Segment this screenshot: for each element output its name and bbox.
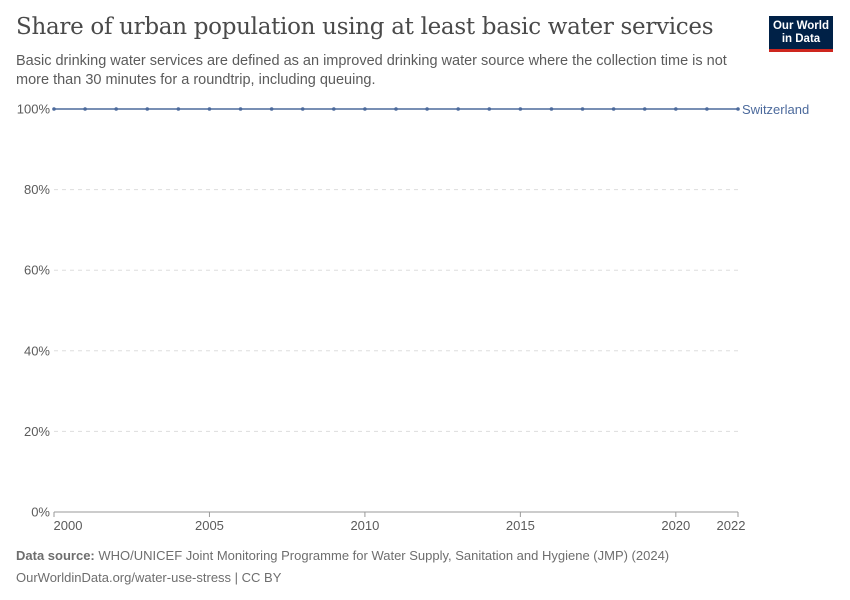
data-point — [238, 107, 243, 111]
data-point — [549, 107, 554, 111]
source-label: Data source: — [16, 548, 95, 563]
data-point — [394, 107, 398, 111]
data-point — [332, 107, 336, 111]
footer-url[interactable]: OurWorldinData.org/water-use-stress | CC… — [16, 570, 282, 585]
data-point — [580, 107, 585, 111]
y-tick-label: 40% — [24, 343, 50, 358]
x-tick-label: 2022 — [717, 518, 746, 533]
chart-subtitle: Basic drinking water services are define… — [16, 53, 727, 88]
y-tick-label: 0% — [31, 505, 50, 520]
data-point — [83, 107, 87, 111]
data-point — [269, 107, 274, 111]
data-point — [736, 107, 740, 111]
x-tick-label: 2005 — [195, 518, 224, 533]
data-point — [674, 107, 678, 111]
data-point — [456, 107, 460, 111]
data-point — [642, 107, 647, 111]
y-tick-label: 100% — [17, 102, 51, 117]
data-point — [114, 107, 118, 111]
data-point — [705, 107, 709, 111]
y-tick-label: 80% — [24, 182, 50, 197]
data-source: Data source: WHO/UNICEF Joint Monitoring… — [16, 548, 669, 563]
owid-logo[interactable]: Our World in Data — [769, 16, 833, 52]
chart-title: Share of urban population using at least… — [16, 14, 714, 40]
source-text[interactable]: WHO/UNICEF Joint Monitoring Programme fo… — [98, 548, 670, 563]
data-point — [518, 107, 523, 111]
y-tick-label: 20% — [24, 424, 50, 439]
data-point — [487, 107, 492, 111]
data-point — [207, 107, 212, 111]
x-tick-label: 2000 — [54, 518, 83, 533]
data-point — [300, 107, 305, 111]
data-point — [52, 107, 56, 111]
data-point — [611, 107, 616, 111]
x-tick-label: 2015 — [506, 518, 535, 533]
data-point — [363, 107, 367, 111]
data-point — [145, 107, 150, 111]
x-tick-label: 2020 — [661, 518, 690, 533]
series-label: Switzerland — [742, 102, 809, 117]
x-tick-label: 2010 — [350, 518, 379, 533]
data-point — [425, 107, 429, 111]
y-tick-label: 60% — [24, 263, 50, 278]
data-point — [176, 107, 181, 111]
